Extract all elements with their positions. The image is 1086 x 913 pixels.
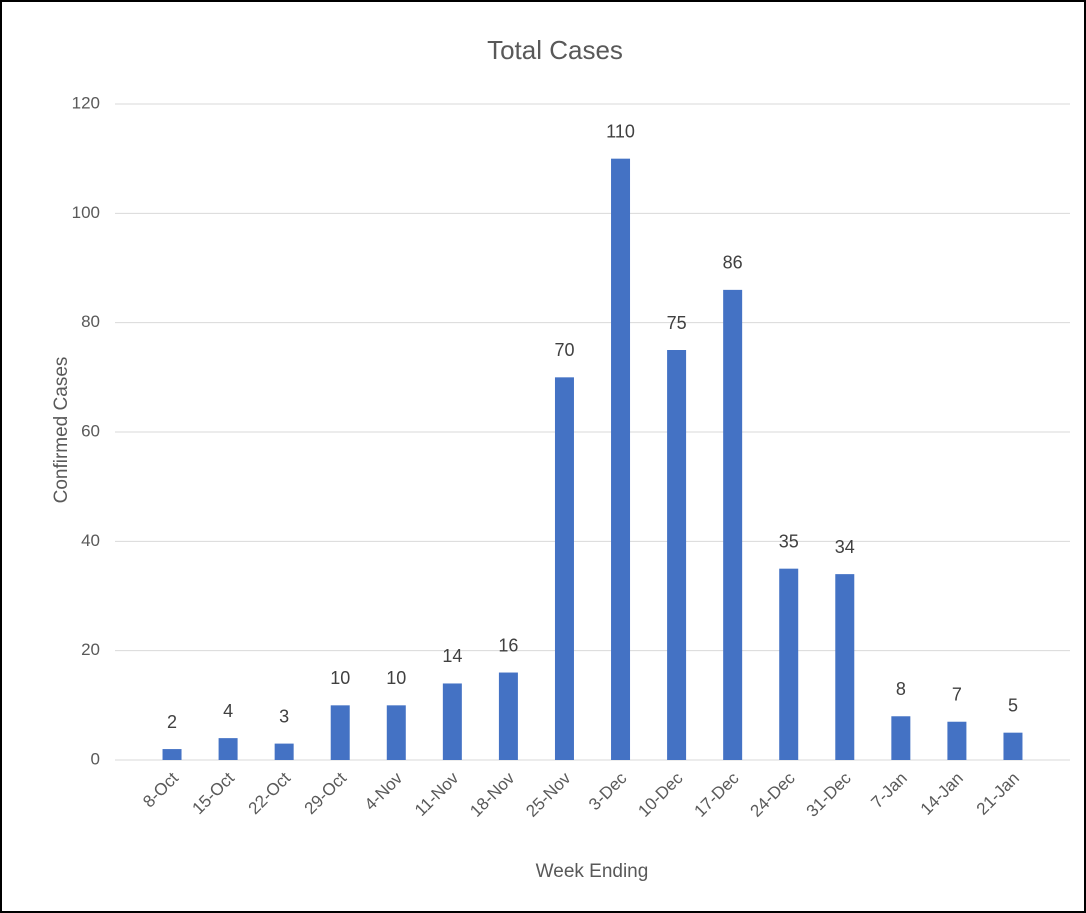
data-label: 2 xyxy=(167,712,177,732)
bar xyxy=(779,568,799,760)
y-tick-label: 60 xyxy=(81,421,100,440)
data-label: 110 xyxy=(606,121,635,141)
data-label: 4 xyxy=(223,701,233,721)
y-tick-label: 20 xyxy=(81,640,100,659)
x-axis-label: Week Ending xyxy=(536,861,649,882)
data-label: 86 xyxy=(723,253,743,273)
bar xyxy=(274,743,294,760)
data-label: 35 xyxy=(779,531,799,551)
bar xyxy=(611,158,631,760)
bar xyxy=(498,672,518,760)
y-tick-label: 80 xyxy=(81,312,100,331)
data-label: 5 xyxy=(1008,695,1018,715)
bar xyxy=(330,705,350,760)
y-tick-label: 100 xyxy=(72,203,100,222)
bar xyxy=(723,289,743,760)
data-label: 70 xyxy=(554,340,574,360)
data-label: 34 xyxy=(835,537,855,557)
bar xyxy=(162,749,182,760)
bar xyxy=(891,716,911,760)
y-tick-label: 0 xyxy=(91,749,100,768)
data-label: 3 xyxy=(279,706,289,726)
data-label: 10 xyxy=(330,668,350,688)
data-label: 14 xyxy=(442,646,462,666)
bar xyxy=(1003,732,1023,760)
bar xyxy=(947,721,967,760)
bar xyxy=(835,574,855,760)
bar xyxy=(386,705,406,760)
bar xyxy=(442,683,462,760)
bar xyxy=(554,377,574,760)
chart-title: Total Cases xyxy=(487,35,623,65)
y-axis-label: Confirmed Cases xyxy=(51,357,72,504)
bar xyxy=(667,350,687,760)
data-label: 8 xyxy=(896,679,906,699)
data-label: 16 xyxy=(498,635,518,655)
data-label: 10 xyxy=(386,668,406,688)
y-tick-label: 120 xyxy=(72,93,100,112)
data-label: 7 xyxy=(952,684,962,704)
y-tick-label: 40 xyxy=(81,531,100,550)
bar xyxy=(218,738,238,760)
data-label: 75 xyxy=(667,313,687,333)
